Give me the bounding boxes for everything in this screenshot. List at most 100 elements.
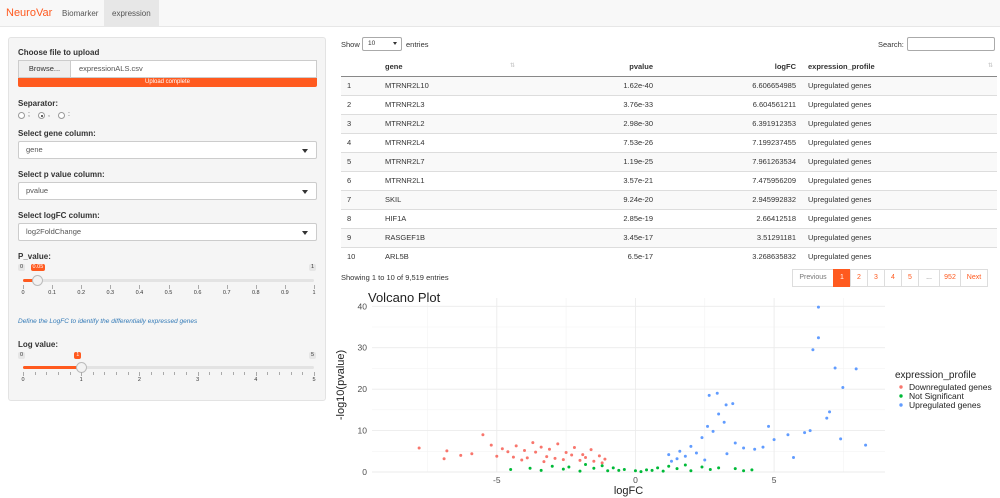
data-point-downregulated-genes xyxy=(470,452,474,456)
data-point-upregulated-genes xyxy=(841,385,845,389)
pvalue-slider-handle[interactable] xyxy=(32,275,44,286)
data-point-upregulated-genes xyxy=(811,348,815,352)
row-expression-profile: Upregulated genes xyxy=(802,132,997,152)
pagination-page-button[interactable]: 5 xyxy=(901,269,919,287)
pagination-page-button[interactable]: 4 xyxy=(884,269,902,287)
row-pvalue: 9.24e-20 xyxy=(519,189,659,209)
table-row[interactable]: 4 MTRNR2L4 7.53e-26 7.199237455 Upregulated … xyxy=(341,132,997,152)
data-point-not-significant xyxy=(622,468,626,472)
data-point-not-significant xyxy=(600,464,604,468)
data-point-upregulated-genes xyxy=(791,456,795,459)
column-header-gene[interactable]: gene ⇅ xyxy=(379,57,519,77)
slider-tick xyxy=(302,372,304,375)
file-upload-input[interactable]: Browse... expressionALS.csv xyxy=(18,60,317,78)
slider-tick xyxy=(174,372,176,375)
gene-column-select[interactable]: gene xyxy=(18,141,317,159)
data-point-not-significant xyxy=(617,468,621,472)
row-pvalue: 2.85e-19 xyxy=(519,208,659,228)
slider-tick-label: 0.5 xyxy=(164,290,173,296)
row-pvalue: 7.53e-26 xyxy=(519,132,659,152)
slider-tick xyxy=(139,372,141,376)
y-tick-label: 10 xyxy=(358,426,368,436)
data-point-not-significant xyxy=(528,466,532,470)
column-header-logfc[interactable]: logFC xyxy=(659,57,802,77)
row-gene: MTRNR2L2 xyxy=(379,113,519,133)
file-upload-label: Choose file to upload xyxy=(18,48,100,57)
data-point-downregulated-genes xyxy=(570,453,574,457)
tab-biomarker[interactable]: Biomarker xyxy=(62,9,99,18)
pvalue-slider-label: P_value: xyxy=(18,252,51,261)
table-row[interactable]: 3 MTRNR2L2 2.98e-30 6.391912353 Upregulated … xyxy=(341,113,997,133)
pagination-page-button[interactable]: 2 xyxy=(850,269,868,287)
data-point-upregulated-genes xyxy=(825,416,829,420)
logfc-column-select[interactable]: log2FoldChange xyxy=(18,223,317,241)
data-point-upregulated-genes xyxy=(683,454,687,458)
table-search-input[interactable] xyxy=(907,37,995,51)
row-gene: MTRNR2L4 xyxy=(379,132,519,152)
sort-icon: ⇅ xyxy=(509,63,515,69)
sort-icon: ⇅ xyxy=(987,63,993,69)
slider-tick xyxy=(139,285,141,289)
separator-radio-semicolon[interactable] xyxy=(18,112,25,119)
x-tick-label: -5 xyxy=(493,475,501,485)
entries-length-select[interactable]: 10 xyxy=(362,37,402,51)
table-row[interactable]: 10 ARL5B 6.5e-17 3.268635832 Upregulated gen… xyxy=(341,246,997,266)
row-expression-profile: Upregulated genes xyxy=(802,151,997,171)
tab-expression[interactable]: expression xyxy=(104,0,159,27)
data-point-upregulated-genes xyxy=(833,366,837,370)
row-logfc: 6.604561211 xyxy=(659,94,802,114)
separator-radio-comma[interactable] xyxy=(38,112,45,119)
slider-tick xyxy=(279,372,281,375)
table-row[interactable]: 7 SKIL 9.24e-20 2.945992832 Upregulated gene… xyxy=(341,189,997,209)
pvalue-slider-ticks: 0 0.1 0.2 0.3 0.4 0.5 0.6 0.7 0.8 0.9 1 xyxy=(21,285,316,297)
pvalue-slider-track[interactable] xyxy=(23,279,314,282)
table-row[interactable]: 1 MTRNR2L10 1.62e-40 6.606654985 Upregulated… xyxy=(341,75,997,95)
data-point-upregulated-genes xyxy=(678,449,682,453)
legend-label: Downregulated genes xyxy=(909,382,992,392)
slider-tick xyxy=(197,285,199,289)
data-point-upregulated-genes xyxy=(828,410,832,414)
column-header-index[interactable] xyxy=(341,57,379,77)
log-slider-ticks: 0 1 2 3 4 5 xyxy=(21,372,316,384)
data-point-upregulated-genes xyxy=(707,393,711,397)
table-row[interactable]: 6 MTRNR2L1 3.57e-21 7.475956209 Upregulated … xyxy=(341,170,997,190)
table-row[interactable]: 9 RASGEF1B 3.45e-17 3.51291181 Upregulated g… xyxy=(341,227,997,247)
row-expression-profile: Upregulated genes xyxy=(802,227,997,247)
pagination-page-button[interactable]: 952 xyxy=(939,269,961,287)
table-row[interactable]: 8 HIF1A 2.85e-19 2.66412518 Upregulated gene… xyxy=(341,208,997,228)
browse-button[interactable]: Browse... xyxy=(19,61,71,77)
slider-tick-label: 4 xyxy=(254,377,258,383)
pvalue-column-select[interactable]: pvalue xyxy=(18,182,317,200)
pagination-next-button[interactable]: Next xyxy=(960,269,988,287)
data-point-upregulated-genes xyxy=(839,437,843,441)
pagination-previous-button[interactable]: Previous xyxy=(792,269,834,287)
length-show-label: Show xyxy=(341,40,360,49)
data-point-upregulated-genes xyxy=(767,424,771,428)
data-point-upregulated-genes xyxy=(803,431,807,435)
column-header-pvalue[interactable]: pvalue xyxy=(519,57,659,77)
separator-label-semicolon: ; xyxy=(28,111,30,118)
separator-radio-colon[interactable] xyxy=(58,112,65,119)
data-point-upregulated-genes xyxy=(715,391,719,395)
legend-swatch xyxy=(899,385,903,389)
log-slider-track[interactable] xyxy=(23,366,314,369)
pagination-page-button[interactable]: 1 xyxy=(833,269,851,287)
slider-tick xyxy=(69,372,71,375)
table-row[interactable]: 2 MTRNR2L3 3.76e-33 6.604561211 Upregulated … xyxy=(341,94,997,114)
row-pvalue: 1.19e-25 xyxy=(519,151,659,171)
x-axis-label: logFC xyxy=(614,485,643,497)
chart-title: Volcano Plot xyxy=(368,290,441,305)
column-header-expression-profile[interactable]: expression_profile ⇅ xyxy=(802,57,997,77)
row-index: 1 xyxy=(341,75,379,95)
row-logfc: 7.199237455 xyxy=(659,132,802,152)
pagination-page-button[interactable]: 3 xyxy=(867,269,885,287)
slider-tick-label: 1 xyxy=(79,377,83,383)
data-point-upregulated-genes xyxy=(816,336,820,340)
slider-tick-label: 5 xyxy=(312,377,316,383)
row-gene: HIF1A xyxy=(379,208,519,228)
data-point-downregulated-genes xyxy=(459,453,463,457)
slider-tick xyxy=(314,372,315,376)
brand-logo[interactable]: NeuroVar xyxy=(6,7,53,19)
table-row[interactable]: 5 MTRNR2L7 1.19e-25 7.961263534 Upregulated … xyxy=(341,151,997,171)
slider-tick xyxy=(46,372,48,375)
